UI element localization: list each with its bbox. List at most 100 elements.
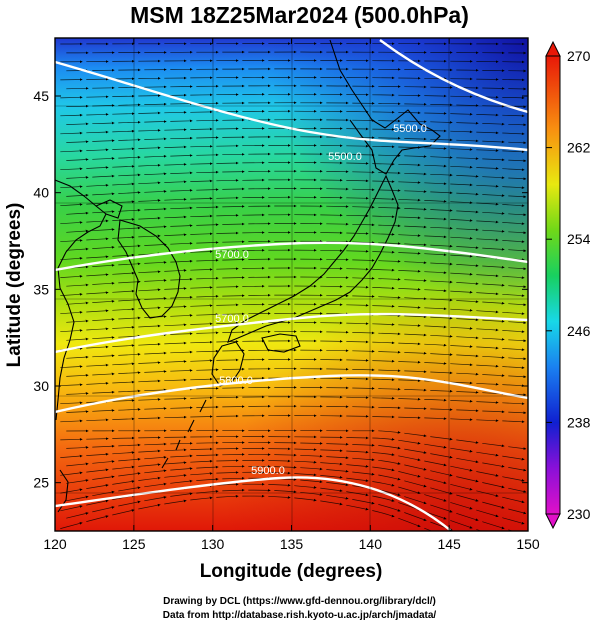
streamline	[430, 156, 453, 159]
streamline	[92, 281, 115, 285]
streamline	[138, 476, 161, 481]
streamline	[66, 495, 89, 502]
streamline	[112, 436, 135, 440]
streamline	[450, 363, 473, 367]
streamline	[430, 453, 453, 459]
streamline	[164, 215, 187, 219]
streamline	[404, 225, 427, 229]
streamline	[372, 415, 395, 419]
streamline	[320, 462, 343, 466]
streamline	[138, 379, 161, 383]
streamline	[508, 339, 527, 343]
streamline	[404, 480, 427, 488]
streamline	[456, 139, 479, 143]
contour-label: 5500.0	[393, 123, 427, 135]
streamline	[66, 211, 89, 215]
streamline	[92, 318, 115, 321]
streamline	[92, 228, 115, 232]
streamline	[430, 280, 453, 284]
streamline	[144, 482, 167, 488]
streamline	[66, 392, 89, 395]
streamline	[118, 316, 141, 320]
streamline	[404, 207, 427, 211]
streamline	[138, 270, 161, 274]
streamline	[86, 112, 109, 116]
streamline	[456, 457, 479, 464]
streamline	[430, 521, 453, 531]
streamline	[372, 268, 395, 272]
streamline	[196, 153, 219, 157]
streamline	[424, 417, 447, 421]
streamline	[476, 166, 499, 170]
streamline	[476, 364, 499, 368]
streamline	[502, 150, 525, 154]
streamline	[170, 206, 193, 210]
streamline	[398, 455, 421, 462]
streamline	[144, 261, 167, 264]
streamline	[92, 121, 115, 125]
streamline	[346, 396, 369, 400]
streamline	[190, 162, 213, 166]
streamline	[60, 131, 83, 135]
streamline	[190, 127, 213, 131]
streamline	[326, 294, 349, 298]
streamline	[86, 515, 109, 522]
streamline	[196, 136, 219, 139]
streamline	[118, 500, 141, 507]
streamline	[60, 505, 83, 512]
streamline	[196, 223, 219, 227]
streamline	[450, 236, 473, 240]
streamline	[170, 369, 193, 372]
streamline	[424, 271, 447, 275]
streamline	[378, 171, 401, 175]
streamline	[378, 224, 401, 228]
streamline	[508, 123, 527, 127]
credit-line-2: Data from http://database.rish.kyoto-u.a…	[162, 610, 437, 621]
streamline	[424, 129, 447, 133]
streamline	[164, 287, 187, 290]
streamline	[144, 154, 167, 158]
streamline	[112, 509, 135, 516]
streamline	[372, 250, 395, 254]
streamline	[118, 244, 141, 248]
streamline	[164, 323, 187, 327]
streamline	[216, 482, 239, 486]
streamline	[326, 442, 349, 446]
streamline	[92, 475, 115, 480]
streamline	[112, 307, 135, 311]
streamline	[300, 442, 323, 445]
streamline	[112, 380, 135, 384]
streamline	[216, 471, 239, 474]
streamline	[450, 112, 473, 116]
streamline	[92, 490, 115, 497]
streamline	[482, 194, 505, 197]
streamline	[190, 144, 213, 148]
streamline	[190, 268, 213, 271]
streamline	[60, 419, 83, 423]
streamline	[92, 157, 115, 160]
streamline	[86, 255, 109, 259]
streamline	[190, 250, 213, 253]
streamline	[372, 452, 395, 456]
streamline	[66, 446, 89, 449]
streamline	[92, 139, 115, 143]
streamline	[66, 229, 89, 233]
streamline	[430, 487, 453, 495]
streamline	[404, 464, 427, 471]
streamline	[216, 178, 239, 182]
streamline	[222, 488, 245, 492]
streamline	[274, 465, 297, 469]
streamline	[450, 183, 473, 187]
streamline	[222, 330, 245, 334]
streamline	[60, 383, 83, 387]
height-contour	[55, 312, 528, 354]
streamline	[138, 416, 161, 420]
streamline	[346, 267, 369, 271]
streamline	[112, 344, 135, 347]
streamline	[222, 205, 245, 208]
streamline	[144, 407, 167, 410]
streamline	[112, 147, 135, 151]
streamline	[398, 360, 421, 364]
streamline	[346, 464, 369, 468]
streamline	[372, 233, 395, 236]
